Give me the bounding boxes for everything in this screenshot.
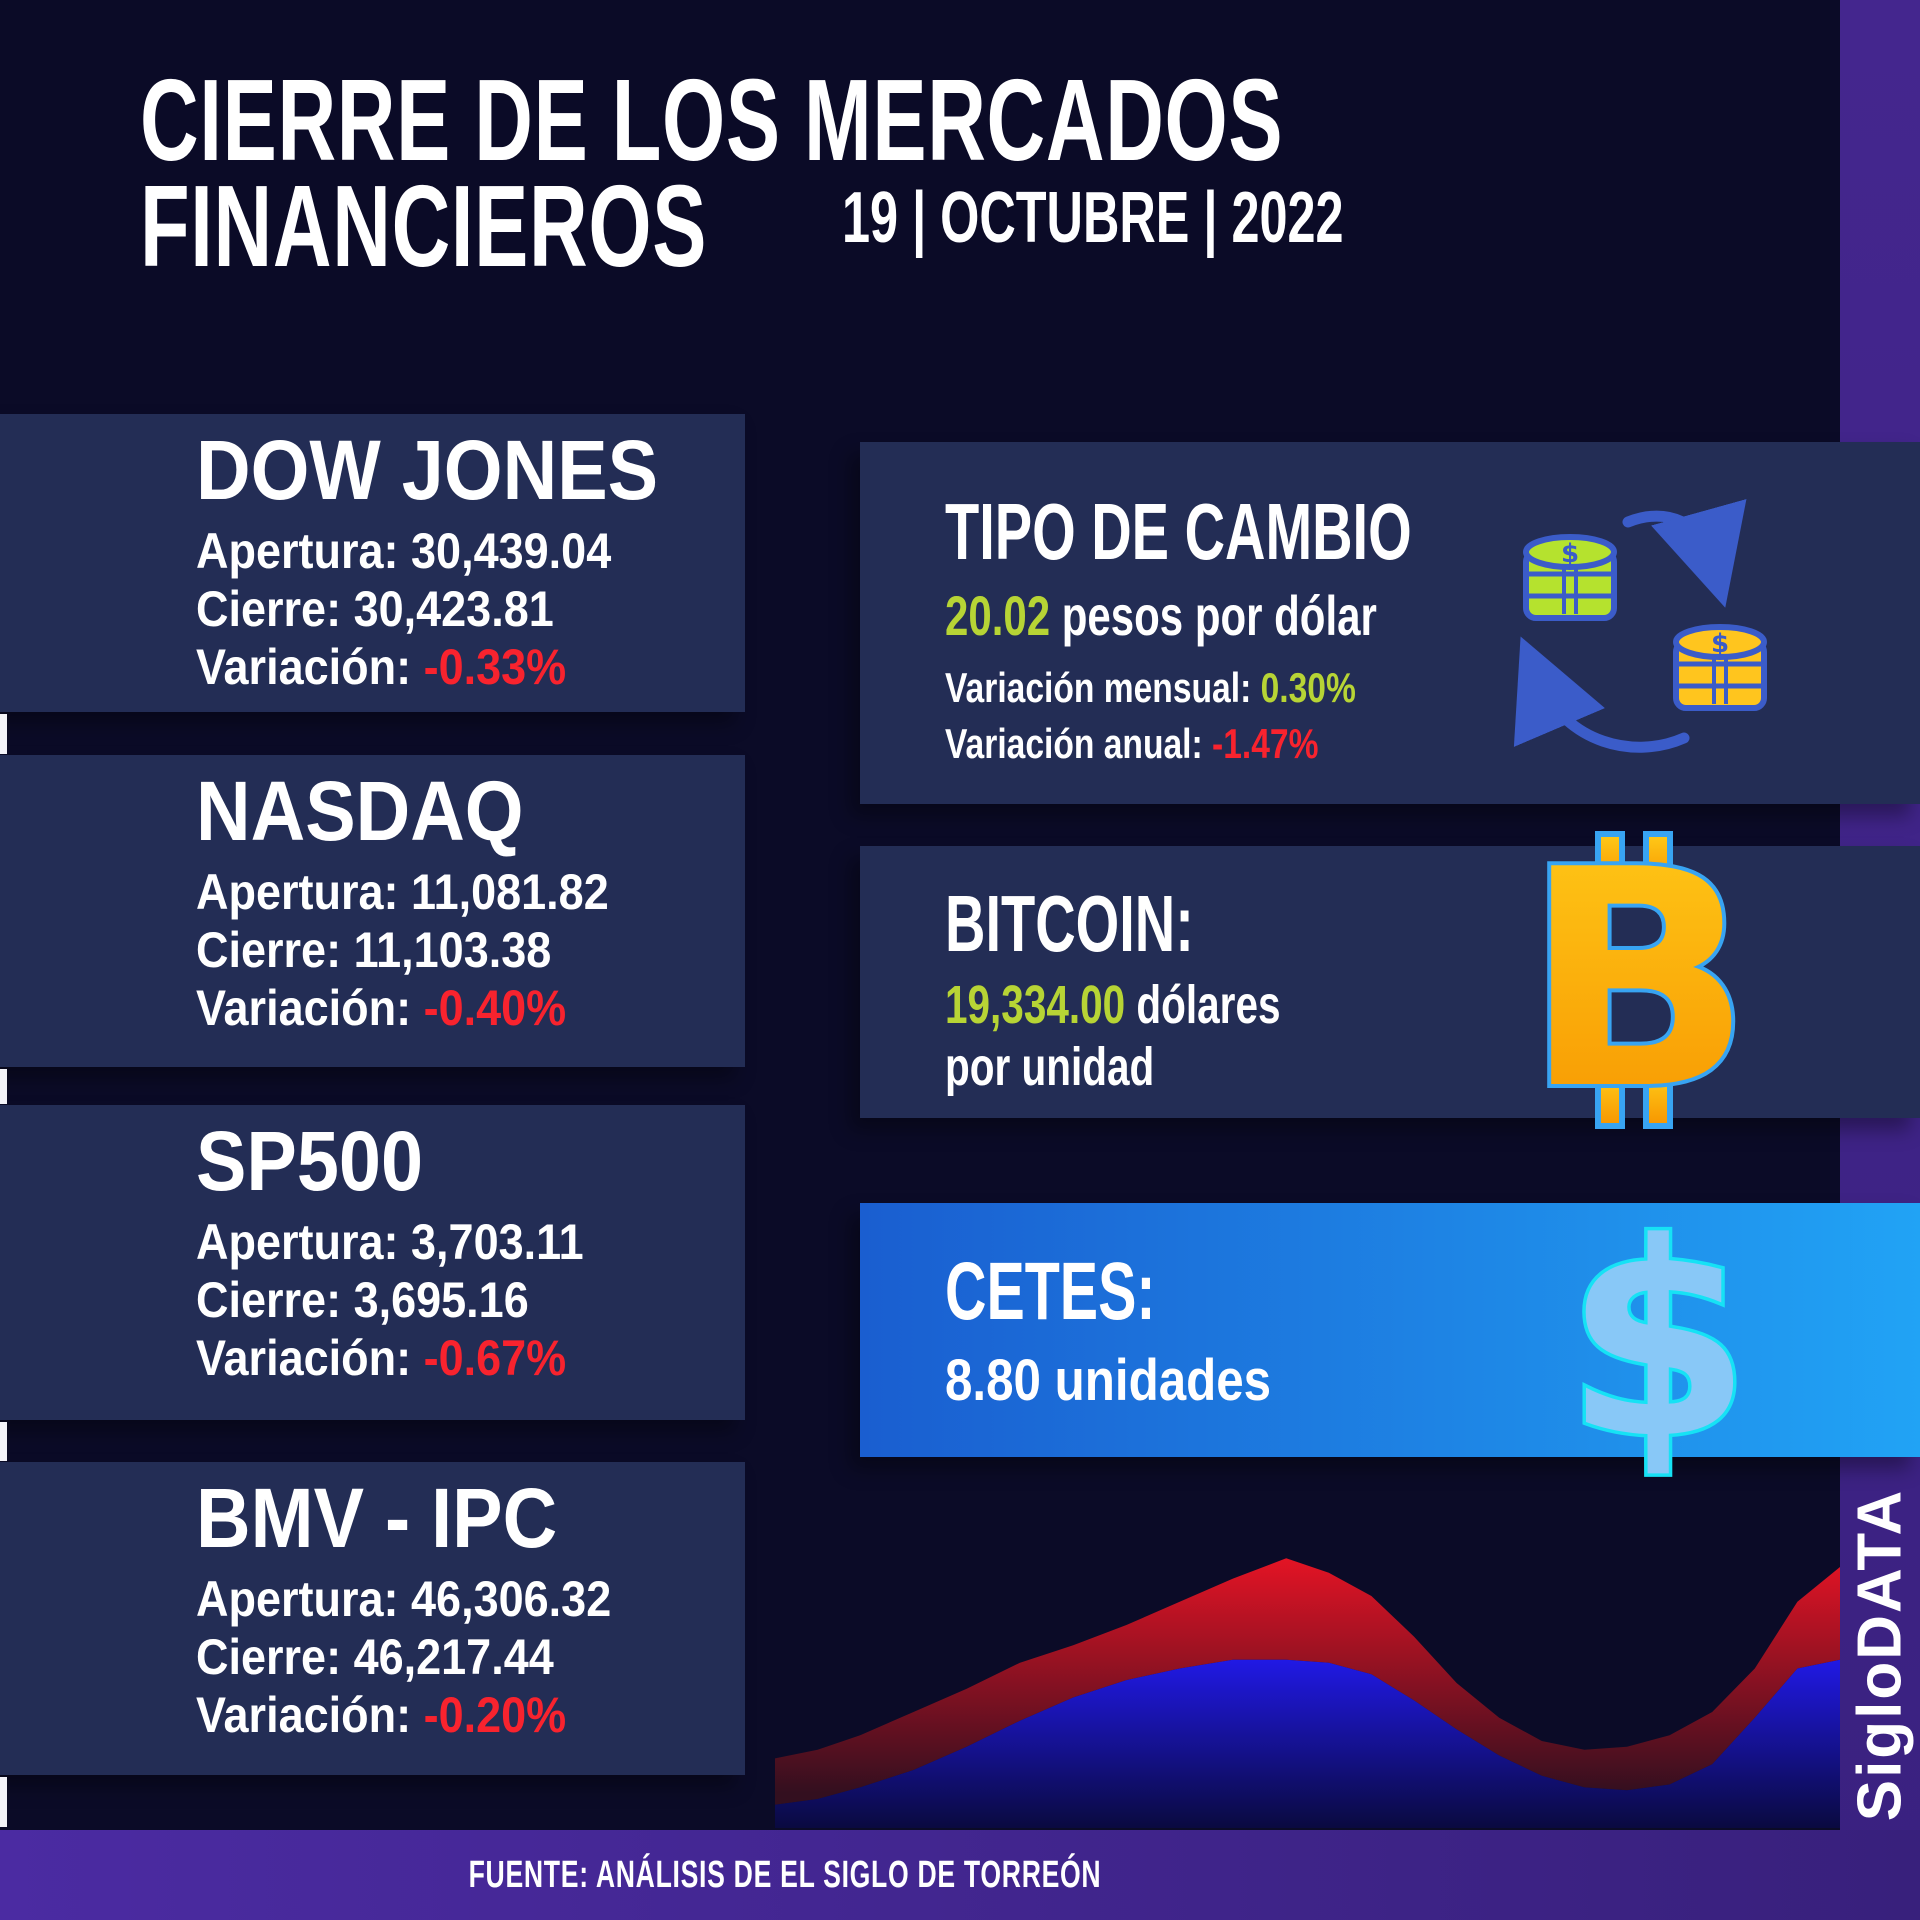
red-area-series	[775, 1558, 1840, 1805]
index-change: Variación: -0.20%	[196, 1687, 567, 1743]
annual-value: -1.47%	[1212, 720, 1319, 767]
index-name: BMV - IPC	[196, 1471, 558, 1565]
index-change: Variación: -0.33%	[196, 639, 567, 695]
change-value: -0.33%	[423, 639, 567, 695]
source-text: FUENTE: ANÁLISIS DE EL SIGLO DE TORREÓN	[468, 1853, 1102, 1896]
card-sp500: SP500 Apertura: 3,703.11 Cierre: 3,695.1…	[0, 1105, 745, 1420]
exchange-rate: 20.02 pesos por dólar	[945, 584, 1377, 647]
page-title-line2: FINANCIEROS	[140, 161, 708, 291]
dollar-coin-stack: $	[1673, 624, 1767, 711]
bitcoin-icon: B	[1520, 802, 1757, 1159]
rate-value: 20.02	[945, 584, 1051, 647]
page-title-line1: CIERRE DE LOS MERCADOS	[140, 55, 1284, 185]
exchange-arrow-left	[1513, 636, 1690, 753]
change-value: -0.40%	[423, 980, 567, 1036]
card-bmv-ipc: BMV - IPC Apertura: 46,306.32 Cierre: 46…	[0, 1462, 745, 1775]
svg-text:$: $	[1561, 539, 1579, 569]
market-area-chart	[775, 1558, 1840, 1828]
card-exchange-rate: TIPO DE CAMBIO 20.02 pesos por dólar Var…	[860, 442, 1920, 804]
price-value: 19,334.00	[945, 975, 1126, 1035]
cetes-value: 8.80 unidades	[945, 1348, 1272, 1413]
card-nasdaq: NASDAQ Apertura: 11,081.82 Cierre: 11,10…	[0, 755, 745, 1067]
svg-text:$: $	[1565, 1186, 1751, 1498]
index-open: Apertura: 46,306.32	[196, 1571, 612, 1627]
exchange-monthly-change: Variación mensual: 0.30%	[945, 664, 1356, 711]
svg-text:B: B	[1524, 806, 1753, 1155]
currency-exchange-icon: $ $	[1513, 499, 1767, 753]
index-open: Apertura: 3,703.11	[196, 1214, 584, 1270]
index-open: Apertura: 11,081.82	[196, 864, 609, 920]
exchange-title: TIPO DE CAMBIO	[945, 487, 1412, 576]
index-close: Cierre: 3,695.16	[196, 1272, 529, 1328]
date-label: 19 | OCTUBRE | 2022	[842, 178, 1344, 258]
card-bitcoin: BITCOIN: 19,334.00 dólares por unidad	[860, 846, 1920, 1118]
edge-sliver	[0, 1777, 7, 1827]
edge-sliver	[0, 1069, 7, 1104]
index-open: Apertura: 30,439.04	[196, 523, 612, 579]
siglodata-brand: SigloDATA	[1845, 1488, 1915, 1822]
exchange-annual-change: Variación anual: -1.47%	[945, 720, 1319, 767]
index-name: SP500	[196, 1114, 423, 1208]
blue-area-series	[775, 1659, 1840, 1828]
index-name: NASDAQ	[196, 764, 524, 858]
footer-band: FUENTE: ANÁLISIS DE EL SIGLO DE TORREÓN	[0, 1830, 1920, 1920]
index-change: Variación: -0.67%	[196, 1330, 567, 1386]
svg-text:$: $	[1711, 629, 1729, 659]
exchange-arrow-right	[1622, 499, 1747, 608]
index-name: DOW JONES	[196, 423, 659, 517]
index-close: Cierre: 46,217.44	[196, 1629, 554, 1685]
index-close: Cierre: 30,423.81	[196, 581, 554, 637]
card-cetes: CETES: 8.80 unidades	[860, 1203, 1920, 1457]
bitcoin-price-unit: por unidad	[945, 1037, 1155, 1097]
index-change: Variación: -0.40%	[196, 980, 567, 1036]
change-value: -0.67%	[423, 1330, 567, 1386]
bitcoin-price: 19,334.00 dólares	[945, 975, 1281, 1035]
edge-sliver	[0, 1422, 7, 1461]
card-dow-jones: DOW JONES Apertura: 30,439.04 Cierre: 30…	[0, 414, 745, 712]
cetes-title: CETES:	[945, 1246, 1156, 1337]
monthly-value: 0.30%	[1260, 664, 1356, 711]
edge-sliver	[0, 714, 7, 754]
peso-coin-stack: $	[1523, 534, 1617, 621]
dollar-icon: $	[1561, 1183, 1754, 1502]
change-value: -0.20%	[423, 1687, 567, 1743]
bitcoin-title: BITCOIN:	[945, 879, 1194, 968]
index-close: Cierre: 11,103.38	[196, 922, 552, 978]
